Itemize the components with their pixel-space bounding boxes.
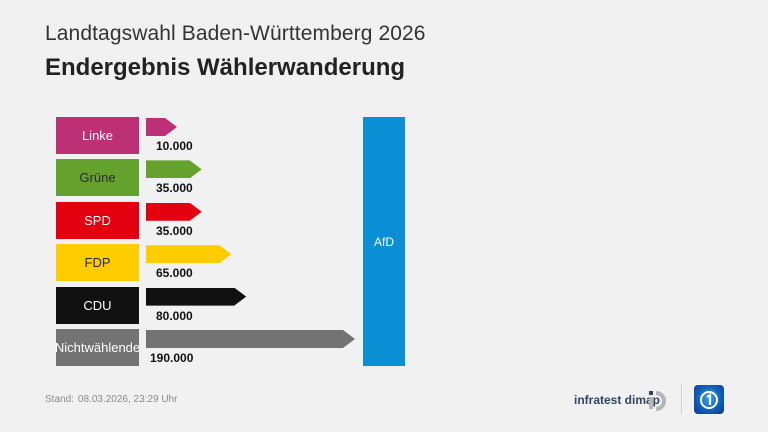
flow-row: CDU 80.000 bbox=[56, 286, 356, 324]
party-label-box: FDP bbox=[56, 244, 139, 282]
flow-value: 35.000 bbox=[156, 223, 193, 238]
infratest-dimap-logo-icon bbox=[649, 391, 666, 411]
flow-row: Linke 10.000 bbox=[56, 117, 356, 154]
flow-row: SPD 35.000 bbox=[56, 201, 356, 239]
flow-value: 10.000 bbox=[156, 139, 193, 153]
stand-value: 08.03.2026, 23:29 Uhr bbox=[77, 394, 178, 405]
party-label-box: SPD bbox=[56, 201, 139, 239]
flow-value: 80.000 bbox=[156, 308, 193, 323]
flow-arrow bbox=[146, 203, 202, 221]
flow-row: Nichtwählende 190.000 bbox=[55, 329, 356, 366]
flow-row: FDP 65.000 bbox=[56, 244, 356, 282]
target-label: AfD bbox=[373, 234, 394, 249]
source-label: infratest dimap bbox=[574, 393, 661, 407]
chart-subtitle: Landtagswahl Baden-Württemberg 2026 bbox=[45, 22, 426, 45]
target-bar-afd: AfD bbox=[363, 117, 405, 366]
footer-divider bbox=[681, 384, 682, 414]
stand-label: Stand: bbox=[45, 394, 74, 405]
flow-value: 65.000 bbox=[156, 266, 193, 281]
flow-value: 35.000 bbox=[156, 181, 193, 196]
ard-tagesschau-logo-icon bbox=[694, 385, 724, 414]
flow-arrow bbox=[146, 245, 231, 263]
party-label-box: CDU bbox=[56, 286, 139, 324]
chart-title: Endergebnis Wählerwanderung bbox=[45, 54, 406, 81]
timestamp: Stand: 08.03.2026, 23:29 Uhr bbox=[45, 394, 177, 405]
flow-arrow bbox=[146, 160, 202, 178]
flow-row: Grüne 35.000 bbox=[56, 159, 356, 197]
flow-arrow bbox=[146, 288, 246, 306]
party-label-box: Linke bbox=[56, 117, 139, 154]
party-label-box: Grüne bbox=[56, 159, 139, 197]
flow-arrow bbox=[146, 330, 355, 348]
flow-value: 190.000 bbox=[150, 351, 194, 365]
flow-arrow bbox=[146, 118, 177, 136]
party-label-box: Nichtwählende bbox=[55, 329, 140, 366]
